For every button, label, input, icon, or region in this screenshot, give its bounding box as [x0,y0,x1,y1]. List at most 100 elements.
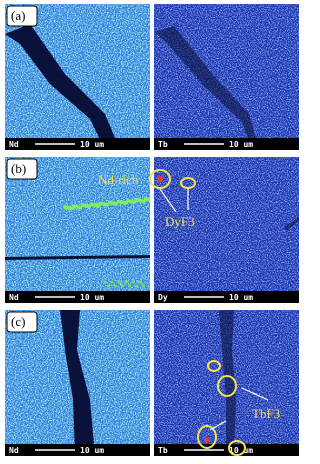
info-bar [5,291,150,303]
panel-label-box [6,311,38,333]
nd-rich-dot [138,280,142,284]
nd-rich-dot [81,203,85,208]
map-noise [154,4,299,150]
map-panel: Nd 10 um (c) [5,310,150,456]
annotation: Nd-rich [98,172,139,187]
nd-rich-dot [144,196,148,201]
nd-rich-dot [150,198,154,202]
highlight-ellipse [149,169,171,189]
map-image: Nd 10 um [5,310,150,456]
highlight-ellipse [207,360,221,372]
nd-rich-dot [113,284,118,288]
nd-rich-dot [72,204,76,209]
element-label: Tb [158,446,168,455]
dyf3-spot [157,176,163,182]
nd-rich-dot [124,280,128,284]
nd-rich-dot [106,284,111,288]
map-panel: Nd 10 um (b) [5,157,154,303]
scale-label: 10 um [80,140,104,149]
nd-rich-dot [127,284,132,288]
grain-boundary [219,310,236,456]
annotations: Nd-rich DyF3 TbF3 [98,169,280,456]
nd-rich-dot [117,280,121,284]
annotation: DyF3 [165,214,195,229]
element-label: Nd [9,446,19,455]
nd-rich-dot [108,200,112,205]
nd-rich-dot [90,202,94,207]
nd-rich-dot [63,205,67,209]
highlight-ellipse [217,375,237,397]
figure: Nd 10 um (a) Tb 10 um Nd 10 um (b) Dy 10 um Nd 10 u… [5,4,299,456]
nd-rich-dot [132,200,136,205]
info-bar [154,444,299,456]
map-image: Nd 10 um [5,4,150,150]
map-panel: Nd 10 um (a) [5,4,150,150]
map-noise [5,157,150,303]
map-image: Nd 10 um [5,157,154,303]
info-bar [154,138,299,150]
nd-rich-dot [117,199,121,204]
nd-rich-dot [129,199,133,204]
map-image: Tb 10 um [154,310,299,456]
map-noise [154,157,299,303]
grain-boundary [5,255,150,260]
element-label: Tb [158,140,168,149]
map-image: Tb 10 um [154,4,299,150]
nd-rich-dot [84,203,88,208]
nd-rich-dot [93,203,97,207]
nd-rich-dot [131,280,135,284]
grain-boundary [284,217,299,231]
info-bar [154,291,299,303]
element-label: Nd [9,140,19,149]
map-panel: Dy 10 um [154,157,299,303]
info-bar [5,444,150,456]
scale-label: 10 um [229,446,253,455]
annotation: TbF3 [252,406,280,421]
map-image: Dy 10 um [154,157,299,303]
nd-rich-dot [87,204,91,209]
nd-rich-dot [126,198,130,203]
scale-label: 10 um [80,446,104,455]
arrow [209,420,227,431]
element-label: Dy [158,293,168,302]
nd-rich-dot [147,197,150,202]
scale-label: 10 um [80,293,104,302]
panel-label: (a) [11,8,25,23]
grain-boundary [60,310,95,456]
nd-rich-dot [114,201,118,206]
nd-rich-dot [103,280,107,284]
nd-rich-dot [110,280,114,284]
nd-rich-dot [141,199,145,204]
map-panel: Tb 10 um [154,4,299,150]
grain-boundary [154,26,259,150]
nd-rich-dot [69,206,73,211]
element-label: Nd [9,293,19,302]
map-panel: Tb 10 um [154,310,299,456]
panel-label-box [6,158,38,180]
info-bar [5,138,150,150]
nd-rich-dot [111,201,115,206]
panel-label-box [6,5,38,27]
nd-rich-dot [105,202,109,207]
nd-rich-dot [96,203,100,208]
nd-rich-dot [123,201,127,205]
highlight-ellipse [197,425,217,449]
grain-boundary [5,24,120,150]
arrow [159,188,177,213]
scale-label: 10 um [229,293,253,302]
highlight-ellipse [228,440,246,456]
panel-label: (c) [11,314,25,329]
nd-rich-dot [134,284,139,288]
nd-rich-dot [78,205,82,210]
nd-rich-dot [135,197,139,202]
nd-rich-dot [141,284,146,288]
nd-rich-dot [138,198,142,203]
arrow [241,387,269,401]
nd-rich-dot [75,204,79,209]
scale-label: 10 um [229,140,253,149]
nd-rich-dot [66,205,70,210]
panel-label: (b) [11,161,26,176]
nd-rich-dot [102,202,106,207]
nd-rich-dot [99,201,103,206]
nd-rich-dot [120,284,125,288]
